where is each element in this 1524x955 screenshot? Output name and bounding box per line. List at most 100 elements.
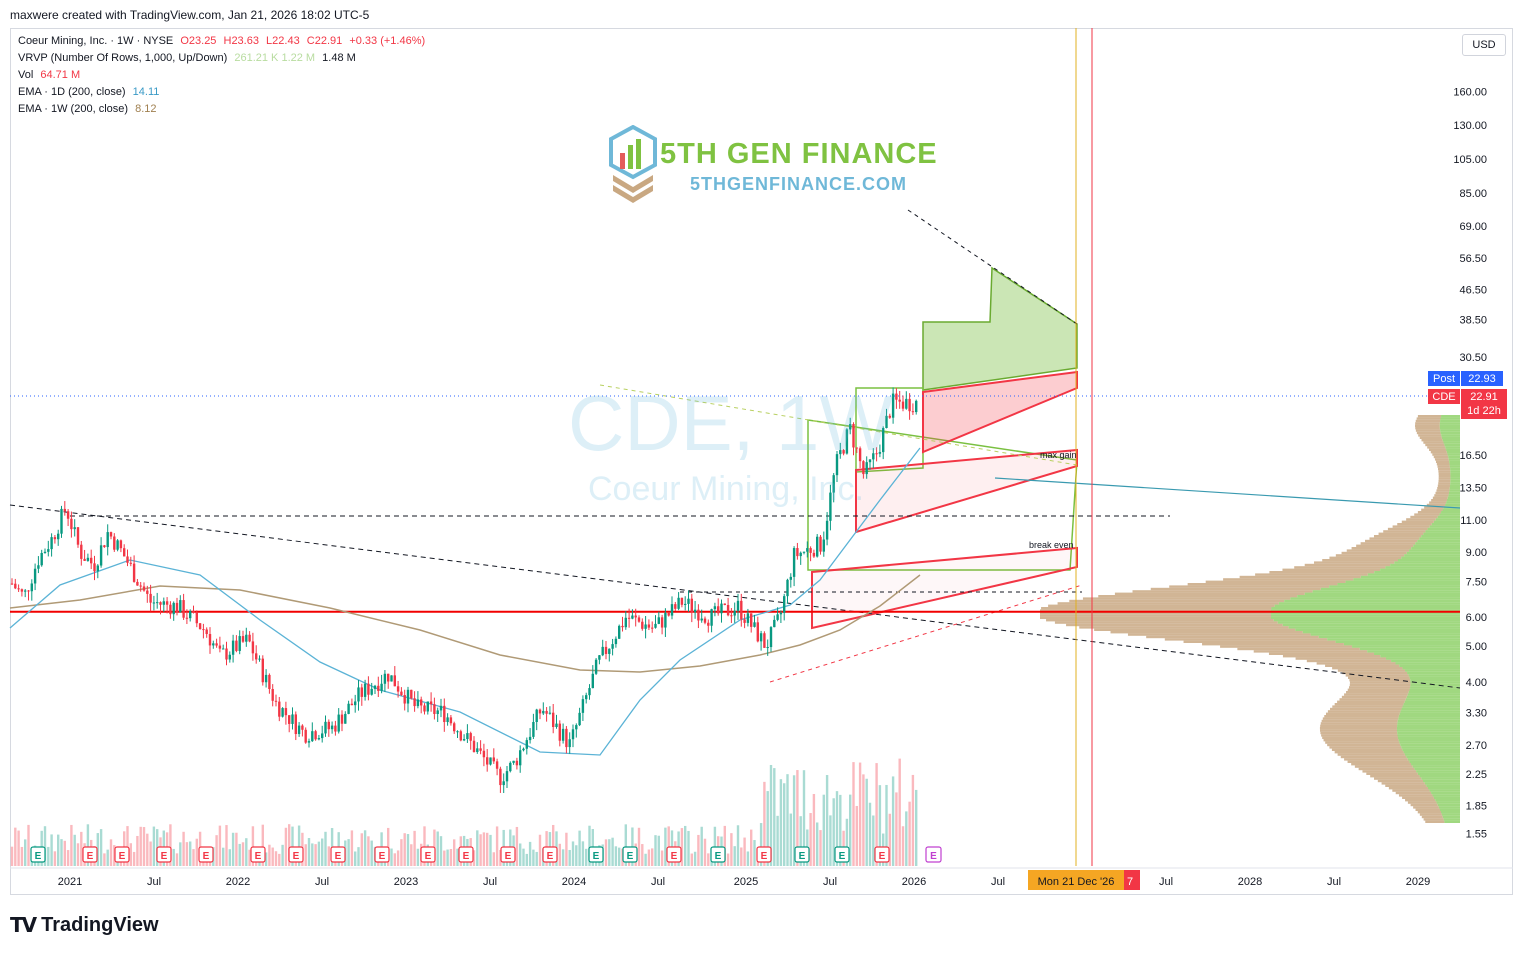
watermark-ticker: CDE, 1W	[568, 379, 894, 467]
earnings-marker[interactable]	[330, 846, 346, 863]
earnings-marker[interactable]	[542, 846, 558, 863]
volume-profile-up	[1399, 664, 1460, 667]
earnings-marker[interactable]	[834, 846, 850, 863]
volume-profile-down	[1069, 599, 1285, 603]
volume-profile-up	[1394, 561, 1460, 564]
legend-vol[interactable]: Vol	[18, 69, 34, 81]
legend-ema1w-row[interactable]: EMA · 1W (200, close) 8.12	[18, 103, 161, 115]
volume-profile-down	[1183, 640, 1336, 643]
candle-body	[132, 563, 136, 582]
volume-profile-up	[1432, 794, 1460, 797]
annotation-break-even: break even	[1029, 540, 1074, 550]
candle-body	[57, 533, 60, 540]
volume-bar	[50, 834, 53, 866]
legend-ema1d-row[interactable]: EMA · 1D (200, close) 14.11	[18, 86, 163, 98]
candle-body	[439, 705, 443, 711]
legend-open: O23.25	[180, 35, 217, 47]
y-tick-label: 9.00	[1466, 547, 1487, 559]
candle-body	[825, 520, 829, 540]
earnings-marker[interactable]	[420, 846, 436, 863]
volume-bar	[10, 846, 14, 866]
candle-body	[198, 623, 202, 630]
candle-body	[568, 739, 571, 748]
earnings-marker[interactable]	[666, 846, 682, 863]
candle-body	[337, 714, 340, 732]
earnings-marker-label: E	[879, 851, 886, 862]
volume-bar	[307, 838, 311, 866]
earnings-marker[interactable]	[756, 846, 772, 863]
earnings-marker[interactable]	[374, 846, 390, 863]
candle-body	[410, 689, 413, 699]
candle-body	[565, 728, 568, 748]
volume-profile-up	[1450, 479, 1460, 483]
candle-body	[126, 556, 129, 563]
volume-bar	[60, 839, 63, 866]
volume-profile-up	[1273, 619, 1460, 622]
earnings-marker-label: E	[203, 851, 210, 862]
volume-profile-up	[1442, 439, 1460, 442]
volume-bar	[849, 794, 852, 866]
candle-body	[446, 717, 449, 723]
tradingview-logo[interactable]: 𝗧𝗩 TradingView	[10, 913, 159, 938]
volume-profile-up	[1440, 419, 1460, 423]
y-tick-label: 7.50	[1466, 576, 1487, 588]
legend-ema1w[interactable]: EMA · 1W (200, close)	[18, 103, 129, 115]
volume-bar	[812, 793, 816, 866]
volume-profile-up	[1429, 789, 1460, 792]
legend-ema1d[interactable]: EMA · 1D (200, close)	[18, 86, 126, 98]
candle-body	[479, 748, 482, 751]
volume-bar	[878, 785, 882, 866]
candle-body	[321, 733, 324, 739]
earnings-marker[interactable]	[874, 846, 890, 863]
volume-bar	[799, 816, 802, 866]
upcoming-earnings-marker[interactable]	[925, 846, 942, 863]
earnings-marker[interactable]	[622, 846, 638, 863]
volume-bar	[179, 842, 182, 866]
earnings-marker[interactable]	[288, 846, 304, 863]
volume-bar	[63, 840, 66, 866]
earnings-marker[interactable]	[500, 846, 516, 863]
volume-profile-up	[1409, 549, 1460, 552]
volume-profile-down	[1419, 436, 1442, 439]
earnings-marker[interactable]	[710, 846, 726, 863]
earnings-marker[interactable]	[794, 846, 810, 863]
legend-vrvp-row[interactable]: VRVP (Number Of Rows, 1,000, Up/Down) 26…	[18, 52, 360, 64]
candle-body	[528, 736, 532, 741]
candle-body	[726, 604, 730, 616]
candle-body	[354, 701, 357, 706]
y-tick-label: 1.85	[1466, 800, 1487, 812]
volume-bar	[268, 844, 271, 866]
volume-profile-up	[1441, 436, 1460, 439]
legend-symbol-row[interactable]: Coeur Mining, Inc. · 1W · NYSE O23.25 H2…	[18, 35, 429, 47]
volume-bar	[126, 826, 129, 866]
earnings-marker[interactable]	[198, 846, 214, 863]
earnings-marker[interactable]	[82, 846, 98, 863]
legend-vrvp[interactable]: VRVP (Number Of Rows, 1,000, Up/Down)	[18, 52, 228, 64]
candle-body	[245, 634, 248, 642]
earnings-marker[interactable]	[458, 846, 474, 863]
candle-body	[218, 645, 222, 649]
volume-profile-up	[1442, 815, 1460, 819]
currency-button[interactable]: USD	[1462, 34, 1506, 56]
volume-profile-up	[1417, 772, 1460, 775]
earnings-marker[interactable]	[250, 846, 266, 863]
y-tick-label: 6.00	[1466, 612, 1487, 624]
legend-symbol[interactable]: Coeur Mining, Inc. · 1W · NYSE	[18, 35, 174, 47]
chart-frame[interactable]	[10, 28, 1513, 895]
legend-vol-row[interactable]: Vol 64.71 M	[18, 69, 84, 81]
candle-body	[591, 673, 594, 689]
volume-profile-down	[1430, 451, 1447, 454]
earnings-marker[interactable]	[30, 846, 46, 863]
volume-profile-down	[1316, 662, 1396, 665]
candle-body	[621, 625, 624, 628]
earnings-marker[interactable]	[114, 846, 130, 863]
earnings-marker[interactable]	[156, 846, 172, 863]
candle-body	[806, 548, 809, 552]
volume-profile-up	[1274, 604, 1460, 607]
earnings-marker[interactable]	[588, 846, 604, 863]
volume-bar	[129, 843, 132, 866]
volume-profile-down	[1268, 652, 1375, 655]
volume-profile-down	[1146, 635, 1319, 639]
volume-bar	[578, 830, 581, 866]
